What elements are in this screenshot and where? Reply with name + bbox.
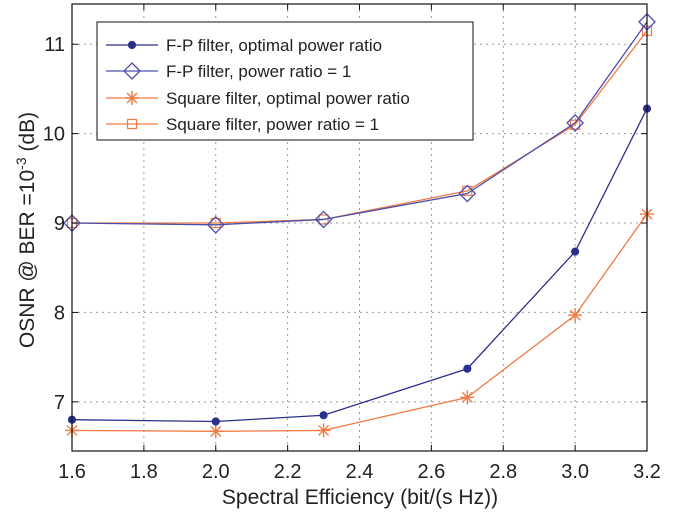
legend-entry: Square filter, power ratio = 1 bbox=[106, 115, 379, 134]
data-point-marker bbox=[460, 390, 475, 405]
series-line bbox=[71, 21, 648, 226]
x-tick-label: 2.6 bbox=[417, 461, 445, 483]
y-tick-label: 9 bbox=[54, 213, 65, 235]
legend-label: F-P filter, power ratio = 1 bbox=[166, 62, 351, 81]
legend-entry: F-P filter, optimal power ratio bbox=[106, 36, 382, 55]
x-ticks: 1.6 1.8 2.0 2.2 2.4 2.6 2.8 3.0 3.2 bbox=[58, 4, 661, 483]
legend-label: Square filter, power ratio = 1 bbox=[166, 115, 379, 134]
data-point-marker bbox=[319, 411, 328, 420]
data-point-marker bbox=[208, 424, 223, 439]
x-axis-label: Spectral Efficiency (bit/(s Hz)) bbox=[222, 486, 498, 509]
legend: F-P filter, optimal power ratio F-P filte… bbox=[96, 21, 474, 141]
legend-marker bbox=[123, 62, 141, 80]
x-tick-label: 2.2 bbox=[274, 461, 302, 483]
data-point-marker bbox=[210, 217, 221, 229]
legend-marker bbox=[126, 118, 138, 130]
legend-entry: Square filter, optimal power ratio bbox=[106, 89, 410, 108]
data-point-marker bbox=[570, 119, 581, 130]
y-tick-label: 8 bbox=[54, 302, 65, 324]
y-axis-label: OSNR @ BER =10-3 (dB) bbox=[13, 112, 39, 348]
legend-label: F-P filter, optimal power ratio bbox=[166, 36, 382, 55]
y-tick-label: 7 bbox=[54, 392, 65, 414]
legend-marker bbox=[125, 91, 139, 105]
series-line bbox=[72, 30, 648, 224]
y-tick-label: 10 bbox=[43, 124, 65, 146]
data-point-marker bbox=[463, 364, 472, 373]
data-point-marker bbox=[206, 215, 225, 234]
data-point-marker bbox=[211, 417, 220, 426]
legend-box bbox=[96, 21, 474, 141]
data-point-marker bbox=[566, 113, 585, 132]
series-2 bbox=[63, 12, 656, 234]
y-tick-label: 11 bbox=[44, 34, 65, 56]
x-tick-label: 2.8 bbox=[489, 461, 517, 483]
y-ticks: 7 8 9 10 11 bbox=[43, 34, 647, 414]
x-tick-label: 3.2 bbox=[633, 461, 661, 483]
data-point-marker bbox=[314, 210, 333, 229]
legend-marker bbox=[127, 40, 137, 50]
x-tick-label: 1.6 bbox=[58, 461, 86, 483]
data-point-marker bbox=[316, 423, 331, 438]
data-point-marker bbox=[571, 247, 580, 256]
data-point-marker bbox=[458, 184, 477, 203]
x-tick-label: 3.0 bbox=[561, 461, 589, 483]
x-tick-label: 1.8 bbox=[130, 461, 158, 483]
legend-label: Square filter, optimal power ratio bbox=[166, 89, 410, 108]
legend-entry: F-P filter, power ratio = 1 bbox=[106, 62, 351, 81]
data-point-marker bbox=[568, 308, 583, 323]
series-line bbox=[71, 213, 648, 432]
x-tick-label: 2.0 bbox=[202, 461, 230, 483]
y-axis-label-exponent: -3 bbox=[13, 157, 29, 170]
x-tick-label: 2.4 bbox=[346, 461, 374, 483]
series-line bbox=[71, 108, 648, 423]
